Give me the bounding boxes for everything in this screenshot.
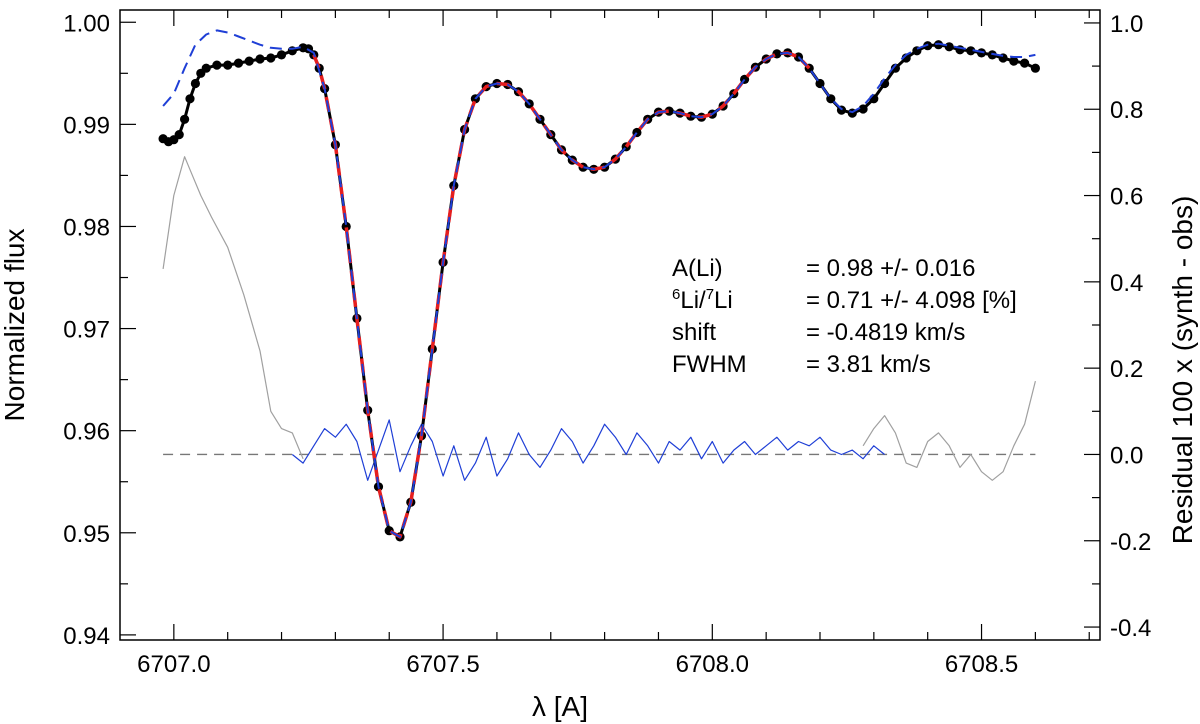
observed-line — [162, 43, 1037, 539]
y2-tick-label: -0.2 — [1110, 529, 1151, 556]
annotation-value-ali: = 0.98 +/- 0.016 — [806, 255, 975, 282]
observed-point — [1030, 63, 1040, 73]
series-group — [158, 29, 1040, 542]
x-tick-label: 6708.5 — [945, 651, 1018, 678]
annotation-value-fwhm: = 3.81 km/s — [806, 351, 931, 378]
y-tick-label: 0.98 — [63, 214, 110, 241]
y2-tick-label: 1.0 — [1110, 11, 1143, 38]
annotation-label-li-ratio: 6Li/7Li — [672, 286, 733, 314]
annotation-label-ali: A(Li) — [672, 255, 723, 282]
y-tick-label: 0.97 — [63, 317, 110, 344]
observed-point — [815, 78, 825, 89]
plot-area — [158, 29, 1040, 542]
residual-gray-left-line — [162, 156, 304, 460]
annotation-value-li-ratio: = 0.71 +/- 4.098 [%] — [806, 287, 1017, 314]
x-tick-label: 6707.0 — [137, 651, 210, 678]
observed-point — [1009, 56, 1019, 66]
y-tick-label: 0.96 — [63, 419, 110, 446]
x-tick-label: 6708.0 — [676, 651, 749, 678]
y-tick-label: 0.94 — [63, 623, 110, 650]
observed-point — [266, 53, 276, 63]
y2-tick-label: 0.6 — [1110, 184, 1143, 211]
x-tick-label: 6707.5 — [406, 651, 479, 678]
observed-point — [244, 56, 254, 66]
observed-point — [664, 106, 674, 116]
fit-results-annotation: A(Li) = 0.98 +/- 0.016 6Li/7Li = 0.71 +/… — [672, 255, 1017, 378]
annotation-value-shift: = -0.4819 km/s — [806, 319, 965, 346]
observed-point — [341, 221, 351, 232]
observed-point — [966, 46, 976, 56]
annotation-li-part1: Li/ — [680, 287, 706, 314]
observed-point — [255, 54, 265, 64]
observed-point — [174, 130, 184, 140]
annotation-iso6-sup: 6 — [672, 286, 680, 303]
observed-point — [233, 58, 244, 68]
annotation-label-shift: shift — [672, 319, 716, 346]
observed-point — [190, 78, 200, 89]
y2-tick-label: 0.0 — [1110, 442, 1143, 469]
y2-tick-label: 0.8 — [1110, 97, 1143, 124]
observed-point — [212, 60, 222, 70]
x-axis-title: λ [A] — [532, 691, 588, 722]
observed-point — [276, 50, 287, 60]
axes: 6707.0 6707.5 6708.0 6708.5 0.94 0.95 0.96 0.97… — [63, 9, 1151, 678]
y2-tick-label: 0.2 — [1110, 356, 1143, 383]
y-tick-label: 0.99 — [63, 112, 110, 139]
residual-gray-right-line — [862, 380, 1036, 481]
observed-point — [223, 60, 233, 70]
y2-tick-label: 0.4 — [1110, 270, 1143, 297]
annotation-label-fwhm: FWHM — [672, 351, 747, 378]
y-tick-label: 1.00 — [63, 10, 110, 37]
annotation-li-part2: Li — [714, 287, 733, 314]
y-axis-title: Normalized flux — [0, 229, 30, 422]
y-tick-label: 0.95 — [63, 521, 110, 548]
observed-point — [201, 63, 211, 73]
annotation-iso7-sup: 7 — [706, 286, 714, 303]
y2-axis-title: Residual 100 x (synth - obs) — [1167, 196, 1198, 545]
observed-point — [1020, 58, 1030, 68]
observed-point — [185, 94, 195, 104]
observed-point — [944, 42, 954, 52]
observed-point — [858, 104, 868, 114]
y2-tick-label: -0.4 — [1110, 615, 1151, 642]
observed-point — [890, 63, 901, 73]
observed-point — [180, 114, 190, 124]
residual-blue-line — [291, 419, 885, 481]
synthetic-blue-line — [162, 29, 1036, 538]
